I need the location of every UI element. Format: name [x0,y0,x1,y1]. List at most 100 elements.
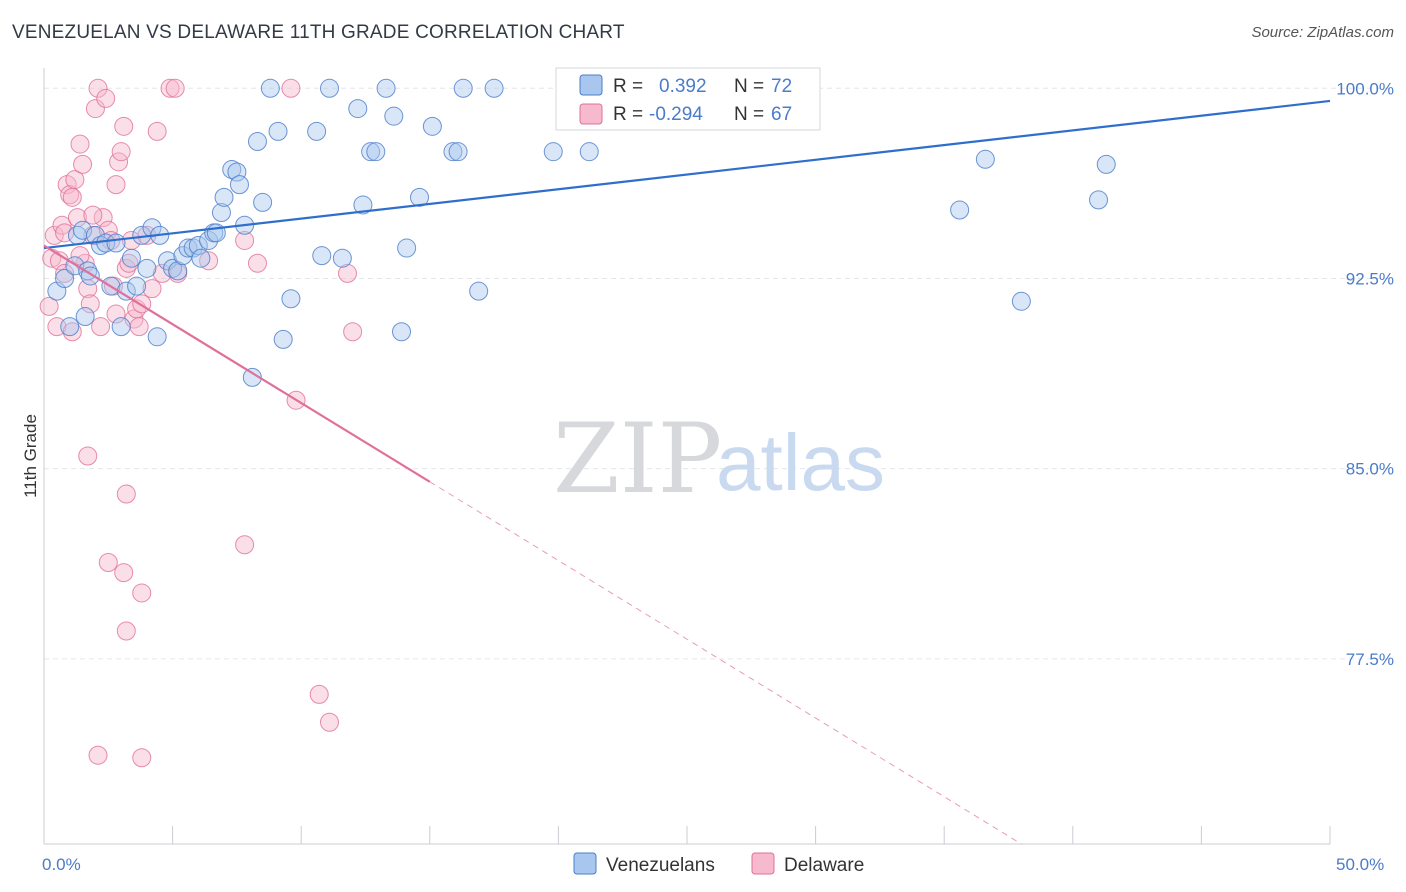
delaware-point [116,621,136,641]
venezuelans-point [163,258,183,278]
delaware-point [111,142,131,162]
venezuelans-point [211,203,231,223]
delaware-points [39,78,363,768]
delaware-point [129,317,149,337]
venezuelans-point [106,233,126,253]
venezuelans-points [47,78,1116,387]
venezuelans-point [214,187,234,207]
delaware-point [343,322,363,342]
delaware-point [337,263,357,283]
delaware-point [309,684,329,704]
venezuelans-point [376,78,396,98]
venezuelans-point [384,106,404,126]
delaware-point [132,748,152,768]
venezuelans-point [75,307,95,327]
venezuelans-point [579,142,599,162]
stats-legend-swatch-pink [579,103,603,125]
venezuelans-point [188,236,208,256]
delaware-point [88,78,108,98]
venezuelans-point [448,142,468,162]
venezuelans-point [975,149,995,169]
watermark: ZIP atlas [553,403,885,515]
delaware-point [114,563,134,583]
delaware-point [152,263,172,283]
x-tick-label-min: 0.0% [42,855,81,874]
venezuelans-point [260,78,280,98]
watermark-atlas: atlas [716,418,885,507]
delaware-point [96,88,116,108]
delaware-point [147,121,167,141]
delaware-point [235,535,255,555]
trend-lines [43,99,1331,845]
venezuelans-point [168,261,188,281]
stats-n-label-blue: N = [734,76,764,97]
delaware-point [91,317,111,337]
delaware-point [116,258,136,278]
venezuelans-point [281,289,301,309]
venezuelans-point [484,78,504,98]
venezuelans-point [73,220,93,240]
venezuelans-point [361,142,381,162]
venezuelans-point [253,192,273,212]
stats-r-value-blue: 0.392 [659,76,707,97]
y-tick-label: 77.5% [1346,650,1394,669]
delaware-point [78,446,98,466]
delaware-point [98,553,118,573]
delaware-point [73,154,93,174]
venezuelans-point [397,238,417,258]
delaware-point [132,583,152,603]
delaware-point [55,263,75,283]
watermark-zip: ZIP [553,403,722,515]
delaware-point [199,251,219,271]
venezuelans-point [312,246,332,266]
stats-r-label-blue: R = [613,76,643,97]
x-ticks [43,826,1331,844]
delaware-point [52,215,72,235]
delaware-point [70,134,90,154]
delaware-point [114,116,134,136]
delaware-point [319,712,339,732]
delaware-point [247,253,267,273]
venezuelans-point [348,99,368,119]
chart-title: VENEZUELAN VS DELAWARE 11TH GRADE CORREL… [12,22,625,43]
y-tick-labels: 77.5% 85.0% 92.5% 100.0% [1336,79,1394,669]
delaware-point [62,322,82,342]
stats-r-value-pink: -0.294 [649,104,703,125]
venezuelans-point [147,327,167,347]
y-tick-label: 92.5% [1346,269,1394,288]
venezuelans-point [55,268,75,288]
delaware-point [65,170,85,190]
delaware-point [165,78,185,98]
delaware-point [106,304,126,324]
venezuelans-point [222,159,242,179]
venezuelans-point [443,142,463,162]
delaware-point [70,246,90,266]
venezuelans-point [268,121,288,141]
venezuelans-point [111,317,131,337]
y-axis-label: 11th Grade [21,414,40,498]
legend-label-venezuelans: Venezuelans [606,855,715,876]
delaware-point [39,296,59,316]
source-label: Source: ZipAtlas.com [1251,24,1394,41]
delaware-point [281,78,301,98]
delaware-point [60,185,80,205]
venezuelans-point [543,142,563,162]
delaware-trend-line [43,244,431,483]
delaware-point [106,175,126,195]
delaware-point [62,187,82,207]
venezuelans-point [307,121,327,141]
delaware-point [80,294,100,314]
stats-n-value-pink: 67 [771,104,792,125]
venezuelans-point [1011,291,1031,311]
venezuelans-point [137,258,157,278]
x-tick-label-max: 50.0% [1336,855,1384,874]
stats-r-label-pink: R = [613,104,643,125]
delaware-point [83,205,103,225]
venezuelans-point [453,78,473,98]
stats-n-value-blue: 72 [771,76,792,97]
venezuelans-point [127,276,147,296]
venezuelans-point [366,142,386,162]
stats-legend: R = 0.392 N = 72 R = -0.294 N = 67 [555,67,821,131]
venezuelans-point [121,248,141,268]
